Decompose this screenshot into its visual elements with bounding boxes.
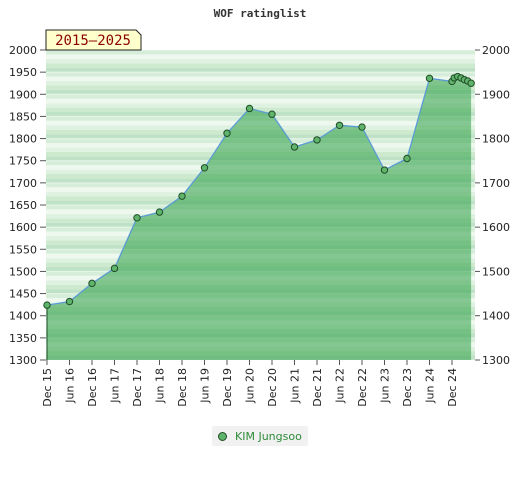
x-tick-label: Dec 20	[266, 368, 279, 407]
background-band	[46, 54, 475, 59]
x-tick-label: Dec 22	[356, 368, 369, 407]
background-band	[46, 89, 475, 95]
y-tick-label: 1950	[9, 66, 37, 79]
background-band	[46, 98, 475, 104]
y-tick-label: 1800	[9, 133, 37, 146]
y-tick-label: 1600	[9, 221, 37, 234]
data-point	[425, 74, 434, 83]
x-axis: Dec 15 Jun 16 Dec 16 Jun 17 Dec 17 Jun 18 Dec …	[41, 360, 459, 407]
y-right-tick-label: 2000	[482, 44, 510, 57]
y-tick-label: 1400	[9, 310, 37, 323]
y-tick-label: 1450	[9, 288, 37, 301]
x-tick-label: Dec 15	[41, 368, 54, 407]
y-right-tick-label: 1700	[482, 177, 510, 190]
x-tick-label: Dec 17	[131, 368, 144, 407]
legend: KIM Jungsoo	[212, 426, 308, 446]
x-tick-label: Dec 23	[401, 368, 414, 407]
y-tick-label: 1300	[9, 354, 37, 367]
x-tick-label: Jun 23	[379, 368, 392, 404]
data-point	[467, 79, 475, 87]
y-tick-label: 1550	[9, 243, 37, 256]
data-point	[155, 208, 164, 216]
data-point	[290, 143, 299, 151]
data-point	[178, 192, 186, 200]
y-axis-right: 1300 1400 1500 1600 1700 1800 1900 2000	[475, 44, 510, 367]
x-tick-label: Dec 24	[446, 368, 459, 407]
x-tick-label: Jun 20	[244, 368, 257, 404]
x-tick-label: Dec 16	[86, 368, 99, 407]
data-point	[200, 164, 209, 172]
background-band	[46, 81, 475, 86]
data-point	[268, 110, 276, 118]
x-tick-label: Jun 18	[154, 368, 167, 404]
data-point	[65, 297, 74, 306]
data-point	[110, 264, 119, 273]
y-tick-label: 1750	[9, 155, 37, 168]
x-tick-label: Dec 19	[221, 368, 234, 407]
background-band	[46, 67, 475, 73]
background-band	[46, 103, 475, 108]
y-right-tick-label: 1600	[482, 221, 510, 234]
data-points	[43, 72, 475, 360]
background-band	[46, 107, 475, 112]
data-point	[133, 214, 141, 222]
y-right-tick-label: 1900	[482, 88, 510, 101]
data-point	[358, 123, 366, 131]
data-point	[335, 121, 344, 129]
y-tick-label: 1350	[9, 332, 37, 345]
y-tick-label: 1650	[9, 199, 37, 212]
background-band	[46, 58, 475, 64]
background-band	[46, 50, 475, 55]
y-right-tick-label: 1500	[482, 265, 510, 278]
y-right-tick-label: 1400	[482, 310, 510, 323]
x-tick-label: Dec 21	[311, 368, 324, 407]
x-tick-label: Dec 18	[176, 368, 189, 407]
chart-title: WOF ratinglist	[214, 7, 307, 20]
x-tick-label: Jun 19	[199, 368, 212, 404]
y-tick-label: 1900	[9, 88, 37, 101]
x-tick-label: Jun 21	[289, 368, 302, 404]
background-band	[46, 72, 475, 77]
data-point	[380, 166, 389, 174]
legend-marker-icon	[218, 431, 227, 441]
year-range-badge: 2015–2025	[45, 29, 142, 51]
y-right-tick-label: 1300	[482, 354, 510, 367]
legend-label: KIM Jungsoo	[235, 429, 302, 443]
y-tick-label: 1500	[9, 265, 37, 278]
y-right-tick-label: 1800	[482, 133, 510, 146]
x-tick-label: Jun 17	[109, 368, 122, 404]
x-tick-label: Jun 24	[424, 368, 437, 404]
background-band	[46, 76, 475, 81]
badge-label: 2015–2025	[55, 33, 131, 49]
y-tick-label: 2000	[9, 44, 37, 57]
rating-area	[47, 76, 472, 360]
data-point	[88, 279, 96, 288]
data-point	[403, 154, 411, 163]
x-tick-label: Jun 16	[64, 368, 77, 404]
background-band	[46, 85, 475, 90]
y-tick-label: 1850	[9, 110, 37, 123]
data-point	[43, 301, 51, 309]
y-axis-left: 1300 1350 1400 1450 1500 1550 1600 1650 1700 1750…	[9, 44, 46, 367]
data-point	[245, 104, 254, 113]
data-point	[313, 136, 321, 144]
y-tick-label: 1700	[9, 177, 37, 190]
data-point	[223, 129, 231, 137]
x-tick-label: Jun 22	[334, 368, 347, 404]
background-band	[46, 94, 475, 99]
background-band	[46, 63, 475, 68]
